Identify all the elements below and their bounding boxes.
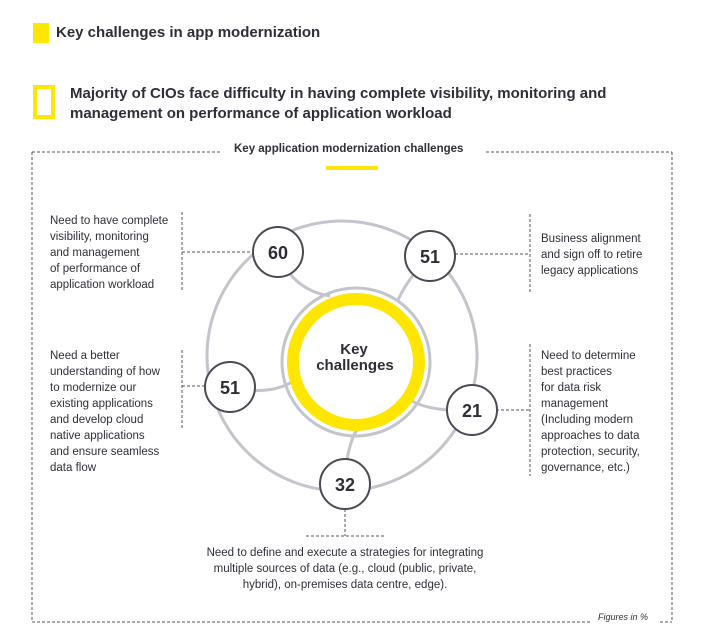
node-51-top-value: 51 bbox=[420, 247, 440, 267]
description-32: Need to define and execute a strategies … bbox=[206, 547, 484, 591]
center-label-line2: challenges bbox=[316, 357, 394, 374]
node-51-left-value: 51 bbox=[220, 378, 240, 398]
description-21: Need to determine best practices for dat… bbox=[541, 350, 640, 474]
figures-footnote: Figures in % bbox=[598, 612, 649, 622]
node-21-value: 21 bbox=[462, 401, 482, 421]
node-32: 32 bbox=[319, 458, 371, 510]
node-60-value: 60 bbox=[268, 243, 288, 263]
description-51-left: Need a better understanding of how to mo… bbox=[50, 350, 160, 474]
title-marker bbox=[33, 23, 49, 43]
page-subtitle: Majority of CIOs face difficulty in havi… bbox=[70, 85, 607, 122]
node-21: 21 bbox=[446, 384, 498, 436]
diagram-box-label: Key application modernization challenges bbox=[234, 143, 464, 155]
inner-ring bbox=[280, 286, 432, 438]
node-60: 60 bbox=[252, 226, 304, 278]
subtitle-marker bbox=[33, 85, 55, 119]
node-51-left: 51 bbox=[204, 361, 256, 413]
box-label-underline bbox=[326, 166, 378, 170]
center-label-line1: Key bbox=[340, 341, 368, 358]
description-51-top: Business alignment and sign off to retir… bbox=[541, 233, 643, 277]
description-60: Need to have complete visibility, monito… bbox=[50, 215, 169, 291]
page-title: Key challenges in app modernization bbox=[56, 24, 321, 41]
node-32-value: 32 bbox=[335, 475, 355, 495]
center-yellow-ring bbox=[287, 293, 425, 431]
node-51-top: 51 bbox=[404, 230, 456, 282]
